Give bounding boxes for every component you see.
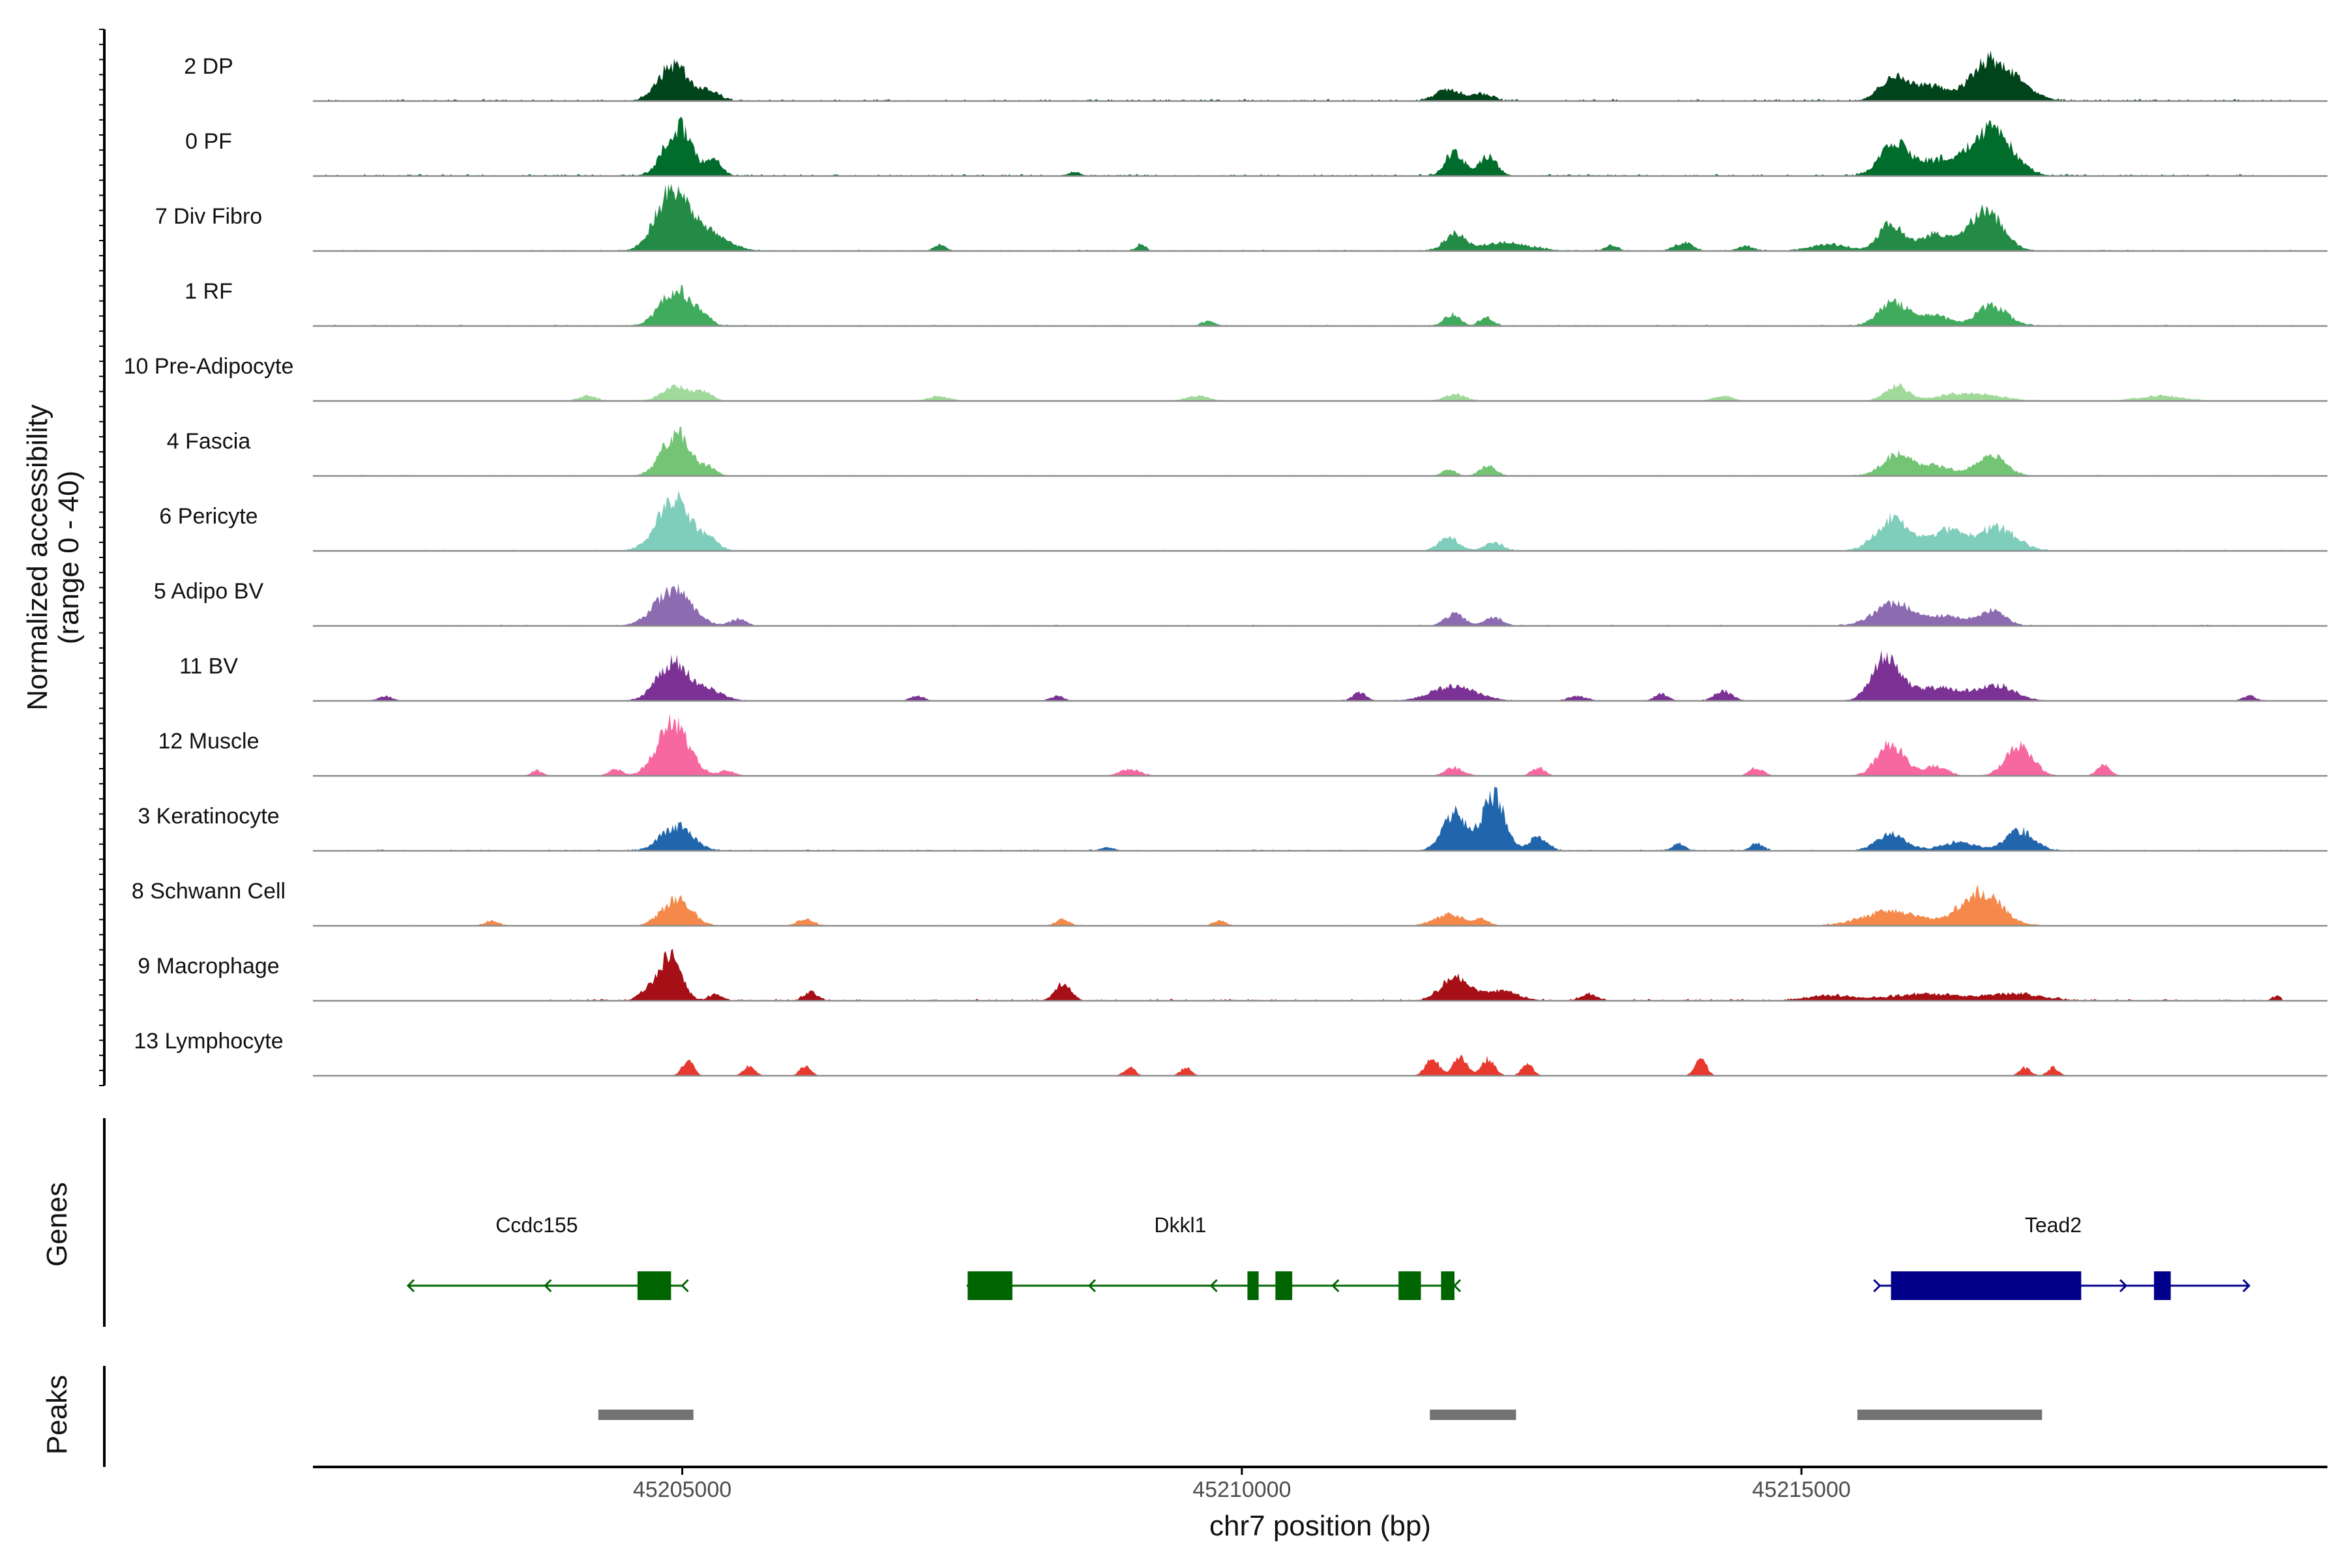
gene-exon [1891, 1271, 2082, 1300]
track-14: 13 Lymphocyte [134, 1029, 2327, 1077]
x-axis: 45205000 45210000 45215000 [313, 1466, 2327, 1502]
left-axes [99, 29, 106, 1467]
track-coverage-area [313, 184, 2327, 251]
track-coverage-area [313, 583, 2327, 626]
strand-arrow [1453, 1279, 1462, 1293]
track-13: 9 Macrophage [138, 949, 2327, 1002]
track-coverage-area [313, 787, 2327, 851]
track-label: 1 RF [185, 279, 233, 304]
gene-exon [2153, 1271, 2171, 1300]
track-coverage-area [313, 885, 2327, 926]
gene-exon [1441, 1271, 1454, 1300]
track-coverage-area [313, 650, 2327, 701]
strand-arrow [2242, 1279, 2251, 1293]
track-10: 12 Muscle [158, 713, 2327, 777]
track-9: 11 BV [179, 650, 2327, 702]
x-axis-title: chr7 position (bp) [1209, 1510, 1431, 1542]
gene-exon [967, 1271, 1012, 1300]
track-3: 7 Div Fibro [155, 184, 2327, 252]
track-4: 1 RF [185, 279, 2327, 327]
track-label: 12 Muscle [158, 729, 259, 754]
track-label: 11 BV [179, 654, 238, 679]
strand-arrow [2119, 1279, 2128, 1293]
track-label: 8 Schwann Cell [132, 879, 286, 904]
track-coverage-area [313, 1054, 2327, 1076]
gene-tead2: Tead2 [1873, 1213, 2251, 1300]
track-coverage-area [313, 284, 2327, 326]
track-coverage-area [313, 426, 2327, 476]
accessibility-tracks: 2 DP 0 PF 7 Div Fibro 1 RF 10 Pre-Adipocyte 4… [124, 50, 2327, 1077]
strand-arrow [544, 1279, 552, 1293]
y-axis-title-line2: (range 0 - 40) [53, 471, 85, 645]
gene-exon [1275, 1271, 1293, 1300]
track-7: 6 Pericyte [159, 490, 2327, 552]
track-label: 9 Macrophage [138, 954, 279, 979]
track-1: 2 DP [184, 50, 2327, 102]
gene-label: Tead2 [2025, 1213, 2082, 1237]
gene-ccdc155: Ccdc155 [406, 1213, 689, 1300]
genes-panel-title: Genes [41, 1182, 73, 1267]
strand-arrow [406, 1279, 415, 1293]
track-label: 4 Fascia [167, 429, 251, 454]
track-coverage-area [313, 50, 2327, 101]
track-label: 6 Pericyte [159, 504, 258, 529]
gene-label: Ccdc155 [495, 1213, 578, 1237]
gene-track: Ccdc155 Dkkl1 Tead2 [406, 1213, 2251, 1300]
strand-arrow [1331, 1279, 1340, 1293]
peak-region [1430, 1410, 1516, 1420]
track-8: 5 Adipo BV [154, 579, 2327, 627]
x-axis-tick-label: 45205000 [633, 1477, 731, 1502]
track-coverage-area [313, 949, 2327, 1001]
track-coverage-area [313, 383, 2327, 401]
track-12: 8 Schwann Cell [132, 879, 2327, 927]
y-axis-title-line1: Normalized accessibility [22, 404, 53, 710]
x-axis-tick-label: 45210000 [1192, 1477, 1291, 1502]
track-coverage-area [313, 117, 2327, 176]
peak-track [598, 1410, 2043, 1420]
track-label: 3 Keratinocyte [138, 804, 279, 829]
track-11: 3 Keratinocyte [138, 787, 2327, 852]
peak-region [1857, 1410, 2043, 1420]
strand-arrow [1209, 1279, 1218, 1293]
track-label: 7 Div Fibro [155, 204, 262, 229]
track-label: 5 Adipo BV [154, 579, 264, 604]
gene-label: Dkkl1 [1154, 1213, 1206, 1237]
track-label: 0 PF [185, 129, 232, 154]
track-2: 0 PF [185, 117, 2327, 177]
track-coverage-area [313, 713, 2327, 776]
peaks-panel-title: Peaks [41, 1375, 73, 1455]
track-label: 13 Lymphocyte [134, 1029, 283, 1054]
track-label: 10 Pre-Adipocyte [124, 354, 294, 379]
gene-dkkl1: Dkkl1 [966, 1213, 1462, 1300]
strand-arrow [1087, 1279, 1096, 1293]
gene-exon [1398, 1271, 1421, 1300]
track-5: 10 Pre-Adipocyte [124, 354, 2327, 402]
peak-region [598, 1410, 694, 1420]
track-coverage-area [313, 490, 2327, 551]
strand-arrow [1873, 1279, 1882, 1293]
strand-arrow [681, 1279, 689, 1293]
gene-exon [637, 1271, 672, 1300]
track-label: 2 DP [184, 54, 233, 79]
x-axis-tick-label: 45215000 [1752, 1477, 1851, 1502]
track-6: 4 Fascia [167, 426, 2327, 477]
gene-exon [1247, 1271, 1259, 1300]
